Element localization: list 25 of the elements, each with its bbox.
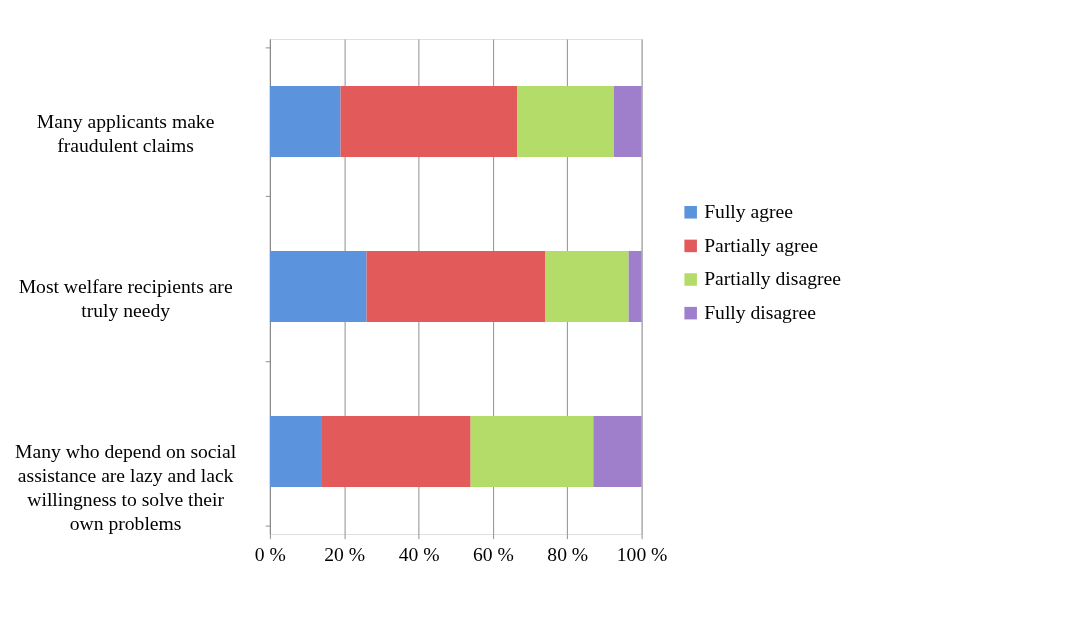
y-tick-label: Most welfare recipients are truly needy: [18, 275, 233, 321]
legend-label: Partially agree: [704, 234, 819, 256]
legend-label: Fully agree: [704, 200, 794, 222]
bar: [628, 251, 642, 323]
bar: [269, 251, 367, 323]
legend-label: Fully disagree: [704, 301, 817, 323]
bar: [269, 416, 322, 488]
bar: [340, 86, 518, 158]
x-tick-label: 0 %: [254, 543, 286, 565]
x-tick-label: 80 %: [547, 543, 589, 565]
bar: [593, 416, 642, 488]
y-tick-label: Many who depend on social assistance are lazy and lack willingness to solve their own problems: [15, 440, 237, 535]
bar: [269, 86, 341, 158]
bar: [517, 86, 614, 158]
x-tick-label: 20 %: [324, 543, 366, 565]
bar: [321, 416, 471, 488]
x-tick-label: 60 %: [472, 543, 514, 565]
bar: [544, 251, 629, 323]
y-tick-label: Many applicants make fraudulent claims: [36, 110, 215, 156]
x-tick-label: 40 %: [398, 543, 440, 565]
x-tick-label: 100 %: [616, 543, 668, 565]
bar: [366, 251, 545, 323]
bar: [470, 416, 594, 488]
legend-label: Partially disagree: [704, 268, 842, 290]
bar: [613, 86, 642, 158]
